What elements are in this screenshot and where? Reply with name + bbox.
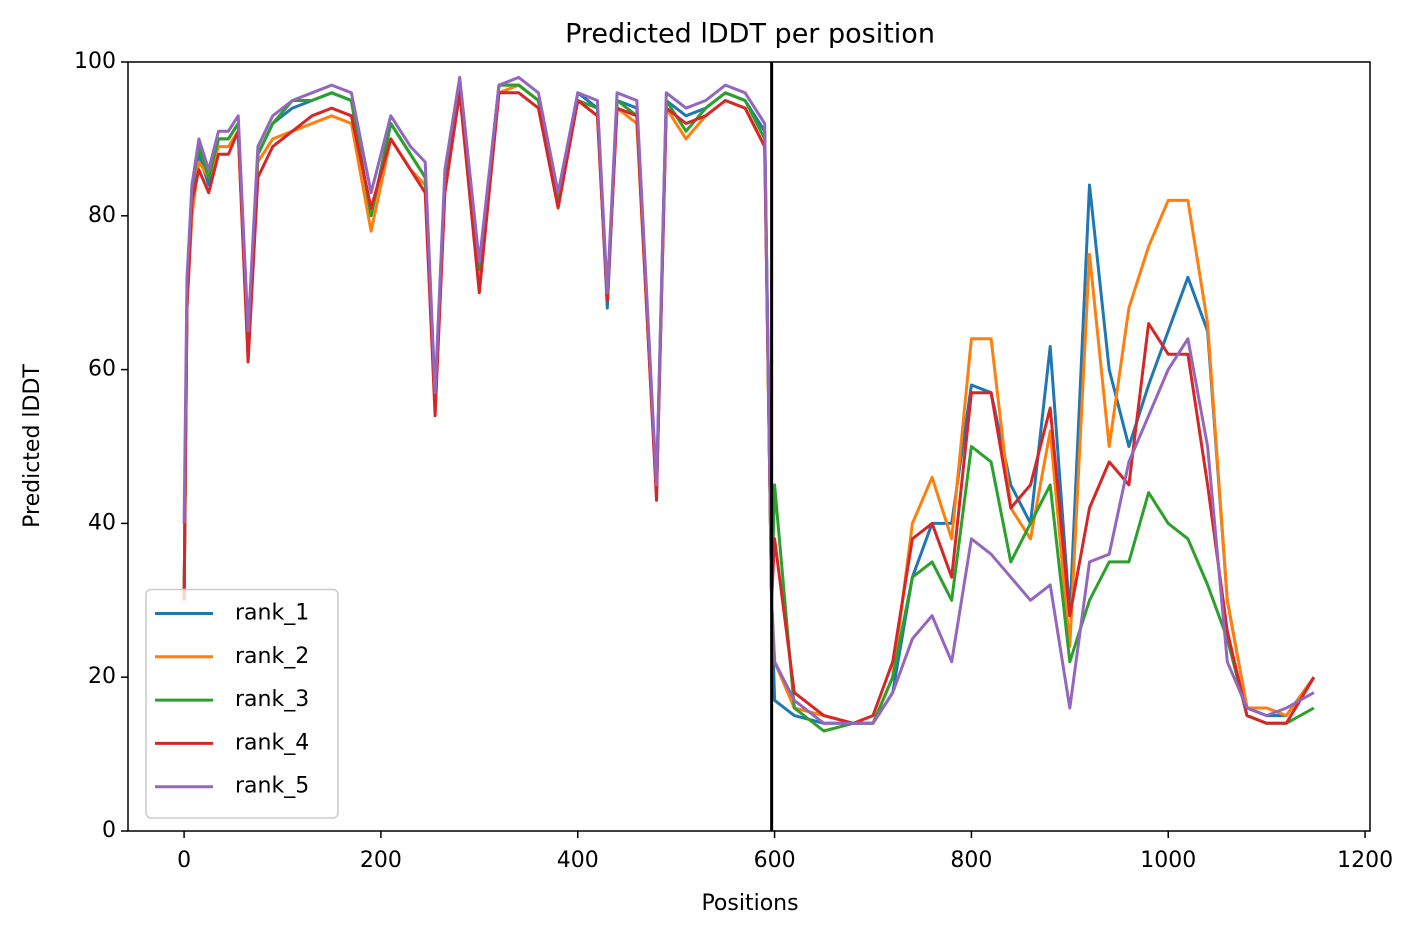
- y-tick-label: 20: [88, 664, 116, 689]
- plot: [182, 75, 1316, 733]
- legend-label: rank_2: [235, 644, 309, 669]
- legend-label: rank_1: [235, 601, 309, 626]
- chart-title: Predicted lDDT per position: [565, 19, 935, 50]
- y-tick-label: 40: [88, 510, 116, 535]
- legend-box: [145, 588, 339, 819]
- x-tick-label: 400: [557, 848, 599, 873]
- x-tick-label: 600: [754, 848, 796, 873]
- series-line: [182, 83, 1316, 725]
- y-tick-label: 100: [74, 49, 116, 74]
- legend-label: rank_4: [235, 730, 309, 755]
- legend-label: rank_3: [235, 687, 309, 712]
- x-tick-label: 200: [360, 848, 402, 873]
- x-tick-label: 800: [950, 848, 992, 873]
- legend-label: rank_5: [235, 774, 309, 799]
- plot-frame: [127, 61, 1371, 832]
- x-axis-label: Positions: [701, 891, 798, 916]
- y-tick-label: 0: [102, 818, 116, 843]
- x-tick-label: 1200: [1337, 848, 1393, 873]
- y-tick-label: 60: [88, 357, 116, 382]
- y-axis-label: Predicted lDDT: [20, 364, 45, 528]
- series-line: [182, 83, 1315, 733]
- x-tick-label: 1000: [1140, 848, 1196, 873]
- x-tick-label: 0: [177, 848, 191, 873]
- series-line: [182, 91, 1316, 725]
- series-line: [182, 83, 1316, 725]
- series-line: [182, 75, 1315, 725]
- y-tick-label: 80: [88, 203, 116, 228]
